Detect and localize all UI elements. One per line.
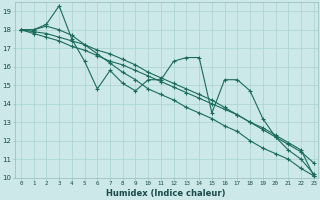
X-axis label: Humidex (Indice chaleur): Humidex (Indice chaleur) — [106, 189, 226, 198]
